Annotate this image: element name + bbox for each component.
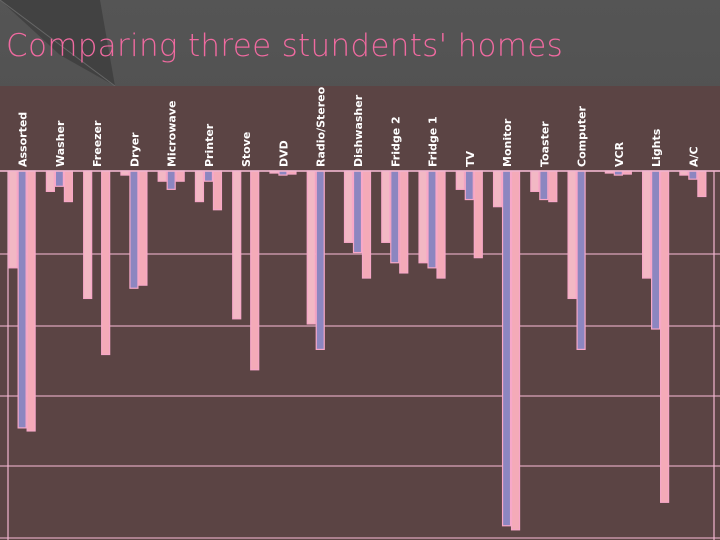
bar xyxy=(175,170,185,182)
bar-group-microwave xyxy=(157,170,185,190)
bar-group-dishwasher xyxy=(343,170,372,279)
bar xyxy=(473,170,483,259)
bar-group-printer xyxy=(194,170,223,211)
bar-group-assorted xyxy=(8,170,36,432)
bar xyxy=(157,170,167,182)
bar xyxy=(63,170,73,203)
bar-chart: Assorted Washer Freezer Dryer Microwave Print… xyxy=(0,86,720,540)
tick-label: Assorted xyxy=(17,112,30,167)
tick-label: Washer xyxy=(54,120,67,167)
bar xyxy=(306,170,316,325)
bar xyxy=(390,170,400,264)
bar xyxy=(232,170,242,320)
bar xyxy=(548,170,558,203)
bar xyxy=(17,170,27,429)
tick-label: Freezer xyxy=(91,120,104,167)
bar xyxy=(83,170,93,300)
bar xyxy=(212,170,223,211)
bar xyxy=(436,170,446,279)
bar xyxy=(54,170,64,187)
bar xyxy=(45,170,55,192)
bar xyxy=(427,170,437,269)
bar xyxy=(651,170,661,330)
bar-group-computer xyxy=(567,170,586,351)
bar-group-washer xyxy=(45,170,73,203)
bar xyxy=(539,170,549,201)
bar xyxy=(203,170,214,182)
bar xyxy=(381,170,391,243)
bar xyxy=(26,170,36,432)
bar xyxy=(464,170,474,201)
tick-label: Printer xyxy=(203,123,216,167)
tick-label: Dryer xyxy=(128,132,141,167)
bar-group-tv xyxy=(455,170,483,259)
tick-label: Fridge 2 xyxy=(389,116,402,167)
bar xyxy=(576,170,586,351)
bar-group-lights xyxy=(642,170,670,503)
bar xyxy=(455,170,465,190)
tick-label: Computer xyxy=(576,105,589,167)
bar xyxy=(399,170,409,274)
tick-label: TV xyxy=(464,150,477,167)
tick-label: VCR xyxy=(613,141,626,167)
bar xyxy=(250,170,260,371)
bar xyxy=(343,170,354,243)
bar-group-fridge-2 xyxy=(381,170,409,274)
bar-group-stove xyxy=(232,170,260,371)
bar-group-monitor xyxy=(492,170,521,531)
bar xyxy=(138,170,148,286)
tick-label: Lights xyxy=(650,128,663,167)
tick-label: Dishwasher xyxy=(352,94,365,167)
bar-group-dryer xyxy=(120,170,148,289)
bar xyxy=(352,170,363,254)
bar xyxy=(315,170,325,351)
bar xyxy=(530,170,540,192)
bar xyxy=(688,170,698,180)
tick-label: A/C xyxy=(687,146,700,167)
bar xyxy=(8,170,18,269)
bar xyxy=(166,170,176,190)
bar-group-freezer xyxy=(83,170,111,356)
bar xyxy=(501,170,512,527)
tick-label: Stove xyxy=(240,132,253,167)
bar-group-toaster xyxy=(530,170,558,203)
bar xyxy=(194,170,205,203)
bar-group-fridge-1 xyxy=(418,170,446,279)
bar xyxy=(418,170,428,264)
bar xyxy=(101,170,111,356)
bar xyxy=(660,170,670,503)
bar xyxy=(129,170,139,289)
bar-group-radio-stereo xyxy=(306,170,325,351)
slide-title: Comparing three stundents' homes xyxy=(6,28,564,64)
tick-label: Toaster xyxy=(538,121,551,167)
bar-group-a-c xyxy=(679,170,707,198)
chart-plot-area xyxy=(0,86,720,540)
tick-label: Radio/Stereo xyxy=(315,86,328,167)
tick-label: Fridge 1 xyxy=(427,116,440,167)
tick-label: Microwave xyxy=(166,101,179,167)
bar xyxy=(642,170,652,279)
bar xyxy=(697,170,707,198)
tick-label: Monitor xyxy=(501,118,514,167)
tick-label: DVD xyxy=(277,140,290,167)
bar xyxy=(492,170,503,208)
bar xyxy=(510,170,521,531)
bar xyxy=(567,170,577,300)
bar-group-dvd xyxy=(269,170,297,176)
bar xyxy=(361,170,372,279)
